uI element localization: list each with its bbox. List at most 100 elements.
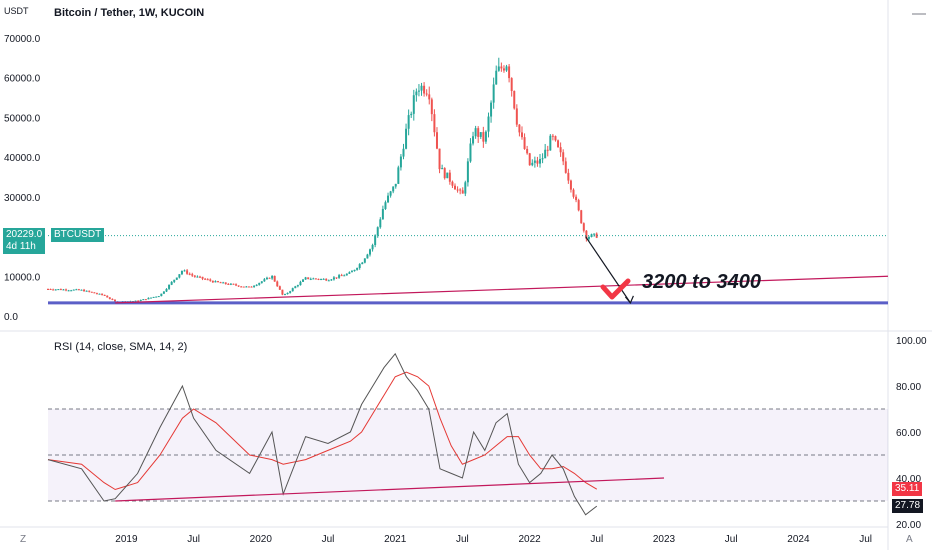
candle-body	[587, 236, 590, 239]
candle-body	[451, 181, 454, 186]
candle-body	[430, 99, 433, 115]
rsi-line	[47, 352, 598, 516]
candle-body	[482, 132, 485, 142]
candle-body	[191, 274, 194, 276]
arrow-line[interactable]	[585, 236, 631, 304]
auto-scale-icon[interactable]: A	[906, 534, 913, 545]
rsi-tick-label: 60.00	[896, 428, 921, 439]
candle-body	[242, 286, 245, 288]
candle-body	[392, 186, 395, 192]
candle-body	[585, 230, 588, 239]
price-tick-label: 0.0	[4, 312, 18, 323]
rsi-trend-line[interactable]	[115, 477, 665, 502]
candle-body	[425, 93, 428, 95]
candle-body	[111, 298, 114, 300]
candle-body	[469, 143, 472, 162]
candle-body	[307, 277, 310, 279]
time-tick-label: 2024	[787, 534, 810, 545]
candle-body	[134, 300, 137, 302]
candle-body	[515, 108, 518, 125]
rsi-tick-label: 100.00	[896, 336, 927, 347]
price-tick-label: 50000.0	[4, 113, 41, 124]
price-tick-label: 30000.0	[4, 193, 41, 204]
candle-body	[423, 85, 426, 94]
candle-body	[384, 202, 387, 210]
candle-body	[258, 282, 261, 285]
candle-body	[147, 297, 150, 300]
price-tick-label: 40000.0	[4, 153, 41, 164]
price-tick-label: 60000.0	[4, 74, 41, 85]
trend-line[interactable]	[115, 275, 889, 304]
candle-body	[330, 279, 333, 281]
candle-body	[495, 70, 498, 85]
candle-body	[49, 289, 52, 291]
candle-body	[345, 273, 348, 276]
candle-body	[162, 291, 165, 294]
candle-body	[103, 294, 106, 296]
candle-body	[420, 85, 423, 91]
candle-body	[513, 90, 516, 109]
candle-body	[546, 149, 549, 151]
candle-body	[443, 168, 446, 179]
candle-body	[232, 283, 235, 285]
time-tick-label: Jul	[590, 534, 603, 545]
candle-body	[188, 273, 191, 275]
candle-body	[438, 148, 441, 170]
candle-body	[520, 132, 523, 138]
candle-body	[338, 275, 341, 278]
candle-body	[363, 258, 366, 263]
candle-body	[454, 185, 457, 190]
candle-body	[459, 189, 462, 191]
candle-body	[196, 276, 199, 278]
candle-body	[461, 190, 464, 194]
annotation-text: 3200 to 3400	[642, 271, 761, 293]
candle-body	[441, 168, 444, 170]
candle-body	[219, 282, 222, 284]
candle-body	[80, 289, 83, 291]
candle-body	[283, 294, 286, 296]
candle-body	[407, 115, 410, 129]
candle-body	[580, 210, 583, 224]
candle-body	[582, 223, 585, 231]
candle-body	[235, 284, 238, 286]
candle-body	[564, 161, 567, 173]
candle-body	[510, 78, 513, 91]
price-unit-label: USDT	[4, 6, 29, 16]
zoom-icon[interactable]: Z	[20, 534, 26, 545]
rsi-label: RSI (14, close, SMA, 14, 2)	[54, 341, 187, 353]
current-price-value: 20229.0	[6, 229, 43, 240]
check-icon	[600, 278, 631, 300]
candle-body	[85, 290, 88, 292]
rsi-axis: 100.00 80.00 60.00 40.00 20.00	[896, 336, 927, 531]
candle-body	[83, 289, 86, 292]
candle-body	[479, 132, 482, 137]
candle-body	[428, 94, 431, 100]
time-tick-label: Jul	[322, 534, 335, 545]
candle-body	[502, 68, 505, 71]
candle-body	[505, 66, 508, 71]
time-tick-label: Jul	[859, 534, 872, 545]
candle-body	[180, 270, 183, 275]
candle-body	[353, 269, 356, 272]
price-tick-label: 10000.0	[4, 272, 41, 283]
candle-body	[410, 113, 413, 116]
candle-body	[237, 285, 240, 287]
candle-body	[250, 286, 253, 288]
rsi-tick-label: 20.00	[896, 520, 921, 531]
time-tick-label: Jul	[187, 534, 200, 545]
candle-body	[484, 131, 487, 142]
candle-body	[317, 278, 320, 280]
candle-body	[165, 288, 168, 292]
candle-body	[302, 279, 305, 282]
candle-body	[65, 289, 68, 291]
time-tick-label: 2022	[518, 534, 541, 545]
candle-body	[255, 284, 258, 286]
candle-body	[152, 296, 155, 298]
candle-body	[412, 95, 415, 114]
candle-body	[361, 262, 364, 265]
candle-body	[253, 285, 256, 287]
candle-body	[144, 299, 147, 301]
time-tick-label: 2021	[384, 534, 407, 545]
candle-body	[374, 235, 377, 246]
candles	[47, 57, 598, 303]
